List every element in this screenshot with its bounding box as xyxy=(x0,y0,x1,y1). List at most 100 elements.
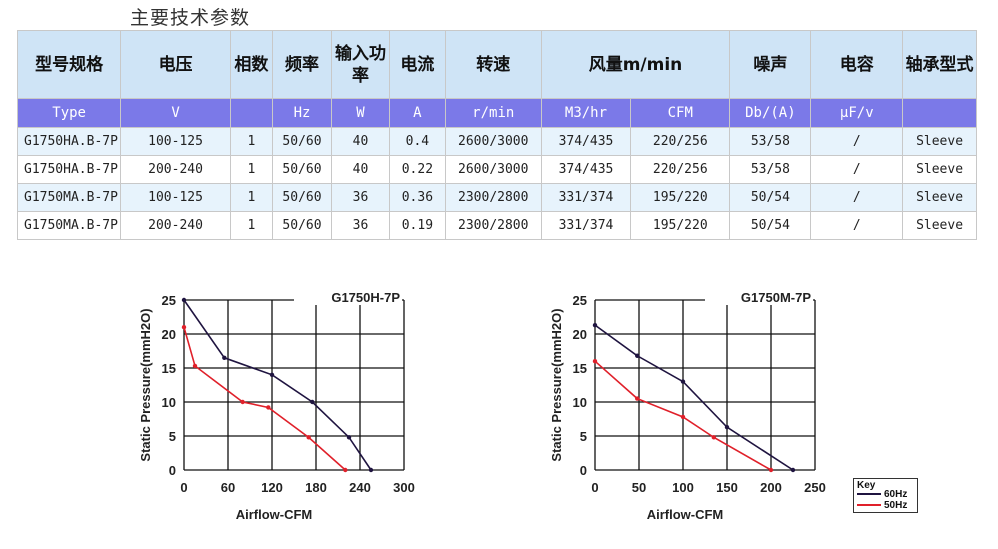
cell-current: 0.36 xyxy=(388,183,446,212)
data-point-60hz xyxy=(310,399,315,405)
x-tick-label: 0 xyxy=(180,480,187,495)
cell-power: 40 xyxy=(331,127,390,156)
chart-g1750m: 0 50 100 150 200 250 0 5 10 15 20 25 G1750M-7P Airflo… xyxy=(549,289,826,522)
data-point-50hz xyxy=(266,405,271,410)
cell-capacitor: / xyxy=(810,183,904,212)
y-tick-label: 0 xyxy=(169,463,176,478)
cell-airflow-m3hr: 374/435 xyxy=(540,155,632,184)
cell-airflow-cfm: 220/256 xyxy=(630,127,731,156)
header-row: 型号规格 电压 相数 频率 输入功率 电流 转速 风量m/min 噪声 电容 轴… xyxy=(16,30,977,99)
header-airflow: 风量m/min xyxy=(540,30,731,99)
y-tick-label: 20 xyxy=(162,327,176,342)
cell-bearing: Sleeve xyxy=(902,183,977,212)
data-point-50hz xyxy=(592,359,598,364)
cell-phase: 1 xyxy=(229,127,274,156)
cell-voltage: 200-240 xyxy=(120,211,231,240)
data-point-60hz xyxy=(635,353,640,358)
y-tick-label: 25 xyxy=(573,293,587,308)
cell-speed: 2600/3000 xyxy=(444,155,542,184)
cell-airflow-cfm: 195/220 xyxy=(630,211,731,240)
chart-title-background xyxy=(294,289,402,305)
x-tick-label: 120 xyxy=(261,480,283,495)
x-axis-label: Airflow-CFM xyxy=(647,507,724,522)
cell-voltage: 100-125 xyxy=(120,127,231,156)
y-axis-label: Static Pressure(mmH2O) xyxy=(549,308,564,461)
cell-phase: 1 xyxy=(229,183,274,212)
cell-model: G1750MA.B-7P xyxy=(16,211,122,240)
y-tick-label: 5 xyxy=(580,429,587,444)
cell-bearing: Sleeve xyxy=(902,155,977,184)
header-voltage: 电压 xyxy=(120,30,231,99)
header-model: 型号规格 xyxy=(16,30,122,99)
legend-label-60hz: 60Hz xyxy=(884,488,908,500)
cell-power: 36 xyxy=(331,211,390,240)
header-bearing: 轴承型式 xyxy=(902,30,977,99)
y-tick-label: 10 xyxy=(162,395,176,410)
cell-airflow-m3hr: 331/374 xyxy=(540,183,632,212)
unit-power: W xyxy=(331,98,390,128)
chart-title: G1750H-7P xyxy=(331,290,400,305)
x-tick-label: 180 xyxy=(305,480,327,495)
legend-item-60hz: 60Hz xyxy=(857,488,907,500)
cell-phase: 1 xyxy=(229,155,274,184)
data-point-50hz xyxy=(680,414,686,420)
cell-noise: 50/54 xyxy=(729,183,812,212)
cell-current: 0.22 xyxy=(388,155,446,184)
table-head: 型号规格 电压 相数 频率 输入功率 电流 转速 风量m/min 噪声 电容 轴… xyxy=(16,30,977,128)
table-row: G1750MA.B-7P 100-125 1 50/60 36 0.36 230… xyxy=(16,183,977,212)
cell-frequency: 50/60 xyxy=(272,183,332,212)
cell-airflow-cfm: 220/256 xyxy=(630,155,731,184)
cell-speed: 2300/2800 xyxy=(444,183,542,212)
x-tick-label: 250 xyxy=(804,480,826,495)
cell-frequency: 50/60 xyxy=(272,211,332,240)
unit-phase xyxy=(229,98,274,128)
unit-speed: r/min xyxy=(444,98,542,128)
legend: Key 60Hz 50Hz xyxy=(853,478,918,513)
cell-phase: 1 xyxy=(229,211,274,240)
data-point-50hz xyxy=(240,399,245,405)
cell-capacitor: / xyxy=(810,127,904,156)
cell-model: G1750HA.B-7P xyxy=(16,127,122,156)
cell-current: 0.19 xyxy=(388,211,446,240)
cell-bearing: Sleeve xyxy=(902,211,977,240)
x-tick-label: 50 xyxy=(632,480,646,495)
series-line-60hz xyxy=(594,324,794,471)
legend-item-50hz: 50Hz xyxy=(857,499,907,511)
unit-frequency: Hz xyxy=(272,98,332,128)
cell-noise: 53/58 xyxy=(729,127,812,156)
data-point-60hz xyxy=(592,322,598,328)
data-point-50hz xyxy=(768,467,774,473)
series-line-50hz xyxy=(183,326,346,471)
y-tick-label: 15 xyxy=(162,361,176,376)
data-point-50hz xyxy=(306,435,311,440)
cell-model: G1750HA.B-7P xyxy=(16,155,122,184)
x-tick-label: 300 xyxy=(393,480,415,495)
cell-capacitor: / xyxy=(810,211,904,240)
y-tick-label: 10 xyxy=(573,395,587,410)
x-tick-label: 200 xyxy=(760,480,782,495)
legend-label-50hz: 50Hz xyxy=(884,499,908,511)
table-row: G1750HA.B-7P 200-240 1 50/60 40 0.22 260… xyxy=(16,155,977,184)
legend-title: Key xyxy=(857,480,876,491)
cell-airflow-cfm: 195/220 xyxy=(630,183,731,212)
header-frequency: 频率 xyxy=(272,30,332,99)
unit-current: A xyxy=(388,98,446,128)
cell-speed: 2600/3000 xyxy=(444,127,542,156)
table-row: G1750MA.B-7P 200-240 1 50/60 36 0.19 230… xyxy=(16,211,977,240)
unit-bearing xyxy=(902,98,977,128)
y-tick-label: 20 xyxy=(573,327,587,342)
y-tick-label: 25 xyxy=(162,293,176,308)
table-row: G1750HA.B-7P 100-125 1 50/60 40 0.4 2600… xyxy=(16,127,977,156)
cell-current: 0.4 xyxy=(388,127,446,156)
legend-swatch-50hz xyxy=(857,504,881,506)
header-speed: 转速 xyxy=(444,30,542,99)
data-point-50hz xyxy=(192,363,198,369)
cell-bearing: Sleeve xyxy=(902,127,977,156)
data-point-60hz xyxy=(269,372,275,377)
header-power: 输入功率 xyxy=(331,30,390,99)
series-line-60hz xyxy=(183,299,372,471)
y-tick-label: 0 xyxy=(580,463,587,478)
table-body: G1750HA.B-7P 100-125 1 50/60 40 0.4 2600… xyxy=(16,127,977,240)
cell-capacitor: / xyxy=(810,155,904,184)
legend-swatch-60hz xyxy=(857,493,881,495)
